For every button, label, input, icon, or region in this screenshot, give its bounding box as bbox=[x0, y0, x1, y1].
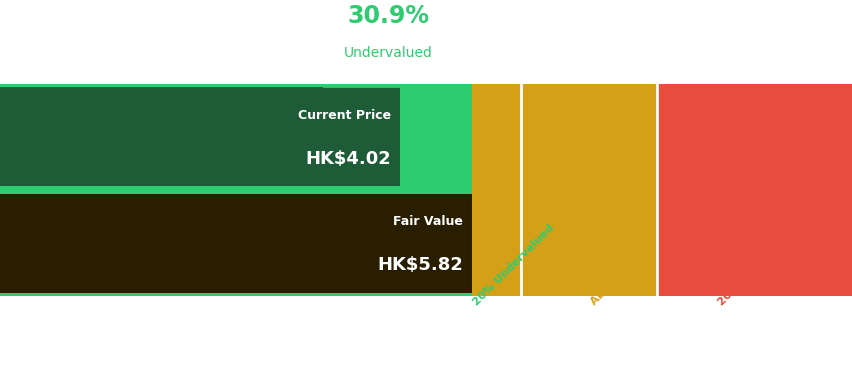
Text: Fair Value: Fair Value bbox=[393, 215, 463, 228]
Bar bbox=[656, 84, 852, 296]
Text: Current Price: Current Price bbox=[298, 109, 391, 122]
Text: HK$4.02: HK$4.02 bbox=[305, 150, 391, 168]
Text: Undervalued: Undervalued bbox=[343, 46, 432, 60]
Text: HK$5.82: HK$5.82 bbox=[377, 256, 463, 274]
Bar bbox=[0, 87, 400, 186]
Text: 30.9%: 30.9% bbox=[347, 4, 429, 28]
Text: 20% Overvalued: 20% Overvalued bbox=[716, 228, 795, 307]
Text: About Right: About Right bbox=[588, 248, 648, 307]
Bar bbox=[0, 84, 471, 296]
Bar bbox=[0, 194, 471, 293]
Text: 20% Undervalued: 20% Undervalued bbox=[471, 223, 556, 307]
Bar bbox=[471, 84, 656, 296]
